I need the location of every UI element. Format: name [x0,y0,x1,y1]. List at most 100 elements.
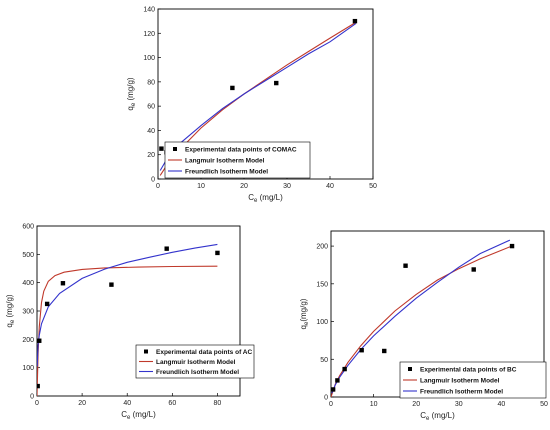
x-axis-label-unit: (mg/L) [429,411,455,420]
legend: Experimental data points of COMAC Langmui… [164,141,311,179]
y-axis-label-main: q [5,323,14,327]
x-axis-label-unit: (mg/L) [257,193,283,202]
data-point [342,366,347,372]
legend-label: Freundlich Isotherm Model [185,168,268,175]
y-tick-label: 0 [324,395,328,402]
y-tick-label: 120 [143,31,155,38]
legend-label: Freundlich Isotherm Model [156,369,239,376]
x-tick-label: 20 [240,183,248,190]
legend-marker [408,367,412,371]
y-tick-label: 150 [316,281,328,288]
x-tick-label: 0 [35,400,39,407]
y-axis-label: qe (mg/g) [5,294,16,327]
x-axis-label: Ce (mg/L) [121,410,156,421]
legend: Experimental data points of BC Langmuir I… [399,361,547,399]
x-tick-label: 40 [123,400,131,407]
y-tick-label: 40 [147,128,155,135]
x-tick-label: 30 [283,183,291,190]
data-point [44,301,50,307]
y-axis-label-unit: (mg/g) [299,298,308,321]
chart-panel-2: 0 20 40 60 80 0 100 200 300 400 500 600 Ce (mg/L) qe … [5,224,255,421]
legend-label: Langmuir Isotherm Model [156,359,236,366]
y-axis-label-main: q [299,325,308,329]
data-point [37,338,42,343]
x-tick-label: 80 [214,400,222,407]
data-point [335,378,340,383]
x-axis-label-unit: (mg/L) [130,410,156,419]
x-axis-label-sub: e [127,415,131,421]
data-point [471,267,476,272]
y-axis-label-sub: e [131,102,137,106]
data-point [352,18,358,24]
series-group [37,243,220,396]
data-point [37,383,40,389]
legend-marker [173,147,177,151]
series-line [37,243,218,367]
data-point [331,387,336,392]
legend-label: Experimental data points of AC [156,349,252,356]
x-axis-label-main: C [121,410,127,419]
y-tick-label: 100 [316,319,328,326]
y-tick-label: 400 [22,280,34,287]
data-point [109,282,114,287]
x-tick-label: 20 [412,401,420,408]
series-line [331,246,511,397]
x-axis-label-sub: e [254,198,258,204]
y-tick-label: 80 [147,79,155,86]
x-tick-label: 60 [168,400,176,407]
x-axis-label-sub: e [426,416,430,422]
series-group [331,239,515,397]
y-tick-label: 100 [143,55,155,62]
y-tick-label: 0 [151,177,155,184]
y-tick-label: 500 [22,252,34,259]
data-point [274,80,279,86]
y-tick-label: 200 [316,244,328,251]
legend-label: Langmuir Isotherm Model [420,377,500,384]
x-tick-label: 40 [498,401,506,408]
data-point [60,281,66,286]
y-tick-label: 20 [147,152,155,159]
x-tick-label: 10 [370,401,378,408]
x-tick-label: 50 [540,401,548,408]
legend-label: Langmuir Isotherm Model [185,157,265,164]
x-tick-label: 30 [455,401,463,408]
data-point [403,263,408,268]
plot-frame [157,8,374,180]
data-point [359,348,364,353]
y-tick-label: 140 [143,7,155,14]
data-point [230,85,235,91]
x-tick-label: 20 [78,400,86,407]
y-axis-label-main: q [126,106,135,110]
y-tick-label: 60 [147,104,155,111]
x-tick-label: 40 [326,183,334,190]
y-axis-label: qe (mg/g) [126,77,137,110]
data-point [164,246,169,251]
y-axis-label: qe(mg/g) [299,298,310,329]
legend-marker [144,349,148,354]
legend-label: Freundlich Isotherm Model [420,388,503,395]
legend: Experimental data points of AC Langmuir I… [135,344,255,379]
x-axis-label: Ce (mg/L) [420,411,455,422]
y-tick-label: 0 [30,394,34,401]
x-tick-label: 10 [197,183,205,190]
x-tick-label: 0 [329,401,333,408]
y-tick-label: 100 [22,365,34,372]
x-axis-label-main: C [248,193,254,202]
x-axis-label-main: C [420,411,426,420]
x-tick-label: 0 [156,183,160,190]
y-axis-label-sub: e [304,321,310,325]
legend-box [164,141,311,179]
x-tick-label: 50 [369,183,377,190]
y-tick-label: 50 [320,357,328,364]
data-point [509,243,515,249]
data-point [159,146,164,151]
y-axis-label-sub: e [10,319,16,323]
data-point [215,250,220,256]
legend-box [135,344,255,379]
data-point [382,348,387,354]
x-axis-label: Ce (mg/L) [248,193,283,204]
legend-label: Experimental data points of BC [420,366,517,373]
legend-label: Experimental data points of COMAC [185,146,297,153]
